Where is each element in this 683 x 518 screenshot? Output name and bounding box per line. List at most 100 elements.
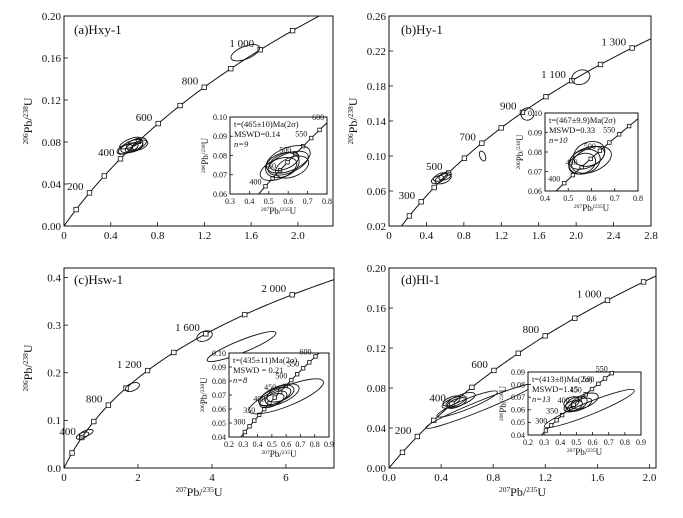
panel-1-ylabel: 206Pb/238U: [346, 97, 360, 144]
panel-1-inset-data-ellipse: [568, 152, 597, 175]
panel-0-xtick-label: 1.2: [197, 230, 211, 242]
panel-3-inset-xtick-label: 0.2: [523, 438, 533, 447]
panel-0-age-marker: [228, 66, 234, 72]
panel-1-age-marker: [431, 184, 437, 191]
panel-0-inset-data-ellipse: [265, 145, 311, 174]
panel-0-age-marker: [155, 120, 161, 127]
panel-3-inset-data-ellipse: [543, 389, 635, 429]
panel-3-inset-xtick-label: 0.4: [555, 438, 565, 447]
panel-2-inset-ytick-label: 0.10: [212, 349, 226, 358]
panel-3-xtick-label: 0.8: [486, 472, 500, 484]
panel-2-age-marker: [289, 292, 295, 298]
panel-1-xtick-label: 1.6: [532, 230, 546, 242]
panel-0-inset-data-ellipse: [275, 155, 310, 179]
panel-3-inset-frame: [527, 371, 642, 436]
panel-2-inset: 0.2 0.3 0.4 0.5 0.6 0.7 0.8 0.9 0.04 0.05 0.06 0.07…: [199, 348, 334, 459]
panel-2-age-marker: [203, 331, 209, 337]
panel-2-xtick-label: 0: [61, 472, 67, 484]
panel-3-ytick-label: 0.04: [367, 423, 387, 435]
panel-1-age-label: 1 100: [541, 69, 566, 81]
panel-1-age-label: 700: [459, 131, 476, 143]
panel-1: 0 0.4 0.8 1.2 1.6 2.0 2.4 2.8 0.02 0.06 0.10 0.14 0.…: [346, 11, 659, 242]
panel-0-ytick-label: 0.16: [42, 53, 62, 65]
panel-2-inset-age-marker: [247, 424, 252, 429]
panel-2-inset-ytick-label: 0.06: [212, 405, 226, 414]
panel-1-ytick-label: 0.22: [367, 46, 386, 58]
panel-0-inset: 0.3 0.4 0.5 0.6 0.7 0.8 0.06 0.07 0.08 0.09 0.10 40…: [200, 113, 332, 216]
panel-3-inset-annotation: MSWD=1.15: [532, 384, 578, 394]
panel-3-age-marker: [640, 279, 647, 285]
panel-3-inset-annotation: t=(413±8)Ma(2σ): [532, 374, 592, 384]
panel-3-age-marker: [515, 350, 521, 356]
panel-3-age-marker: [414, 433, 421, 440]
panel-0-concordia-curve: [64, 16, 321, 226]
panel-3-xtick-label: 2.0: [643, 472, 657, 484]
panel-1-inset-ylabel: 206Pb/238U: [515, 134, 525, 170]
panel-3-concordia-curve: [389, 275, 656, 468]
panel-2: 0 2 4 6 0.0 0.1 0.2 0.3 0.4 400 800 1 200 1 600 2 000…: [21, 267, 335, 499]
panel-2-data-ellipse: [196, 330, 213, 342]
panel-2-xtick-label: 2: [135, 472, 141, 484]
panel-1-ytick-label: 0.10: [367, 151, 387, 163]
panel-3-inset-age-marker: [549, 423, 554, 428]
panel-2-inset-age-label: 550: [287, 360, 299, 369]
panel-1-title: (b)Hy-1: [401, 22, 443, 37]
panel-2-ylabel: 206Pb/238U: [21, 344, 35, 391]
panel-0-age-marker: [257, 47, 263, 53]
panel-0-inset-xtick-label: 0.8: [322, 197, 332, 206]
panel-3-xtick-label: 1.2: [538, 472, 552, 484]
panel-1-inset-age-marker: [607, 140, 612, 145]
panel-0-frame: [63, 15, 334, 227]
panel-0-ytick-label: 0.12: [42, 95, 61, 107]
panel-1-age-marker: [461, 155, 468, 161]
panel-2-age-label: 400: [59, 426, 76, 438]
panel-2-inset-age-label: 450: [264, 383, 276, 392]
panel-2-age-marker: [242, 311, 248, 318]
panel-1-xtick-label: 2.8: [644, 230, 658, 242]
panel-0-ylabel: 206Pb/238U: [21, 97, 35, 144]
panel-3-inset-xtick-label: 0.3: [539, 438, 549, 447]
panel-2-inset-age-label: 600: [300, 348, 312, 357]
panel-2-inset-xtick-label: 0.9: [324, 440, 334, 449]
panel-1-inset-ytick-label: 0.07: [528, 167, 542, 176]
panel-0-data-ellipse: [131, 139, 149, 151]
panel-1-age-label: 300: [399, 190, 416, 202]
panel-3-inset-data-ellipse: [567, 397, 593, 412]
panel-3-inset-age-marker: [543, 428, 549, 433]
panel-3-age-label: 800: [523, 324, 540, 336]
panel-1-inset-bg: [545, 113, 638, 191]
panel-1-data-ellipse: [520, 107, 535, 121]
panel-2-ytick-label: 0.4: [47, 272, 61, 284]
panel-2-inset-age-marker: [289, 377, 294, 383]
panel-2-inset-age-marker: [242, 429, 248, 435]
panel-3-inset-age-marker: [609, 371, 614, 376]
panel-0-age-marker: [117, 156, 124, 162]
panel-0-inset-xtick-label: 0.4: [244, 197, 254, 206]
panel-0-inset-xtick-label: 0.6: [283, 197, 293, 206]
panel-1-ytick-label: 0.02: [367, 221, 386, 233]
panel-1-ytick-label: 0.14: [367, 116, 387, 128]
panel-1-age-marker: [597, 61, 604, 68]
panel-1-inset-annotation: MSWD=0.33: [549, 125, 595, 135]
panel-1-inset-ytick-label: 0.09: [528, 128, 542, 137]
panel-0-data-ellipse: [126, 137, 147, 151]
panel-0-inset-age-label: 550: [295, 129, 307, 138]
panel-3-data-ellipse: [442, 395, 461, 407]
panel-1-data-ellipse: [478, 150, 487, 162]
panel-2-inset-age-label: 500: [275, 371, 287, 380]
panel-3-inset-xtick-label: 0.5: [571, 438, 581, 447]
panel-1-ytick-label: 0.18: [367, 81, 387, 93]
panel-1-inset-age-label: 400: [548, 174, 560, 183]
panel-1-inset-xtick-label: 0.6: [587, 194, 597, 203]
panel-3-age-label: 600: [471, 359, 488, 371]
panel-0-age-label: 800: [182, 76, 199, 88]
panel-2-inset-data-ellipse: [264, 390, 288, 405]
panel-1-age-label: 900: [500, 101, 517, 113]
panel-3-inset-xtick-label: 0.6: [588, 438, 598, 447]
panel-0-ytick-label: 0.20: [42, 11, 62, 23]
panel-3-inset-age-label: 350: [546, 406, 558, 415]
panel-0-data-ellipse: [124, 141, 144, 153]
panel-1-xtick-label: 2.0: [569, 230, 583, 242]
panel-2-inset-xtick-label: 0.6: [281, 440, 291, 449]
panel-0-data-ellipse: [230, 44, 261, 62]
